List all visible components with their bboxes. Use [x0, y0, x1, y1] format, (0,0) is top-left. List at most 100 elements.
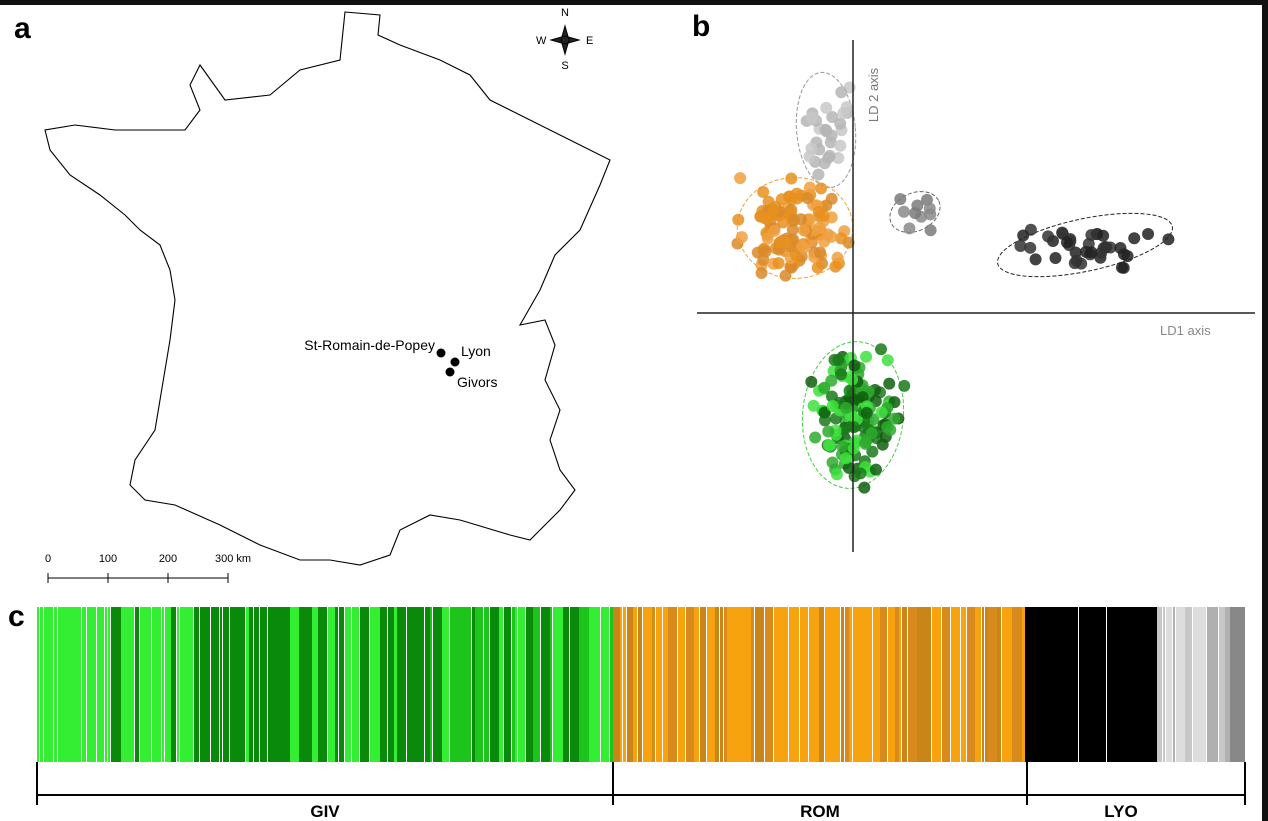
bar-gap — [151, 607, 152, 762]
frame-right — [1262, 0, 1268, 821]
bar-gap — [1106, 607, 1107, 762]
bar-gap — [1162, 607, 1163, 762]
membership-bar — [774, 607, 784, 762]
membership-bar — [627, 607, 633, 762]
bar-gap — [179, 607, 180, 762]
membership-bar — [82, 607, 87, 762]
scatter-dot — [1115, 261, 1128, 274]
membership-bar — [1040, 607, 1046, 762]
membership-bar — [352, 607, 360, 762]
scatter-dot — [812, 168, 825, 181]
scatter-dot — [755, 267, 768, 280]
membership-bar — [942, 607, 951, 762]
membership-bar — [1185, 607, 1193, 762]
membership-bar — [271, 607, 279, 762]
bar-gap — [981, 607, 982, 762]
scatter-dot — [884, 423, 897, 436]
scatter-dot — [734, 172, 747, 185]
scatter-dot — [838, 423, 851, 436]
membership-bar — [623, 607, 627, 762]
membership-bar — [283, 607, 290, 762]
scatter-dot — [865, 427, 878, 440]
bar-gap — [642, 607, 643, 762]
scatter-dot — [848, 359, 861, 372]
membership-bar — [490, 607, 499, 762]
membership-bar — [849, 607, 853, 762]
membership-bar — [541, 607, 550, 762]
bar-gap — [39, 607, 40, 762]
membership-bar — [1163, 607, 1166, 762]
scatter-dot — [818, 235, 831, 248]
membership-bar — [601, 607, 610, 762]
scatter-dot — [1070, 254, 1083, 267]
bar-gap — [424, 607, 425, 762]
membership-bar — [978, 607, 982, 762]
scatter-dot — [846, 373, 859, 386]
membership-bar — [499, 607, 504, 762]
bar-gap — [432, 607, 433, 762]
scatter-dot — [818, 406, 831, 419]
bar-gap — [600, 607, 601, 762]
membership-bar — [130, 607, 135, 762]
membership-bar — [430, 607, 433, 762]
scatter-dot — [840, 401, 853, 414]
compass-s: S — [561, 60, 568, 72]
scatter-dot — [826, 399, 839, 412]
scatter-dot — [767, 204, 780, 217]
membership-bar — [1230, 607, 1235, 762]
membership-bar — [97, 607, 105, 762]
scatter-dot — [779, 269, 792, 282]
scatter-dot — [826, 111, 839, 124]
membership-bar — [147, 607, 152, 762]
membership-bar — [1115, 607, 1118, 762]
membership-bar — [135, 607, 140, 762]
scatter-dot — [779, 236, 792, 249]
membership-bar — [700, 607, 707, 762]
bar-gap — [706, 607, 707, 762]
scatter-dot — [835, 86, 848, 99]
bar-gap — [677, 607, 678, 762]
bar-gap — [1206, 607, 1207, 762]
bar-gap — [107, 607, 108, 762]
scatter-dot — [866, 445, 879, 458]
bar-gap — [327, 607, 328, 762]
membership-bar — [249, 607, 254, 762]
scatter-dot — [832, 353, 845, 366]
membership-bar — [411, 607, 416, 762]
scatter-dot — [1162, 233, 1175, 246]
membership-bar — [917, 607, 926, 762]
membership-bar — [1072, 607, 1079, 762]
bar-gap — [338, 607, 339, 762]
membership-bar — [394, 607, 397, 762]
scatter-dot — [1097, 229, 1110, 242]
group-label: GIV — [310, 802, 340, 821]
cluster-ellipse — [997, 212, 1173, 278]
scatter-dot — [803, 181, 816, 194]
bar-gap — [609, 607, 610, 762]
membership-bar — [841, 607, 845, 762]
membership-bar — [1082, 607, 1092, 762]
bar-gap — [1192, 607, 1193, 762]
bar-gap — [622, 607, 623, 762]
scatter-dot — [836, 440, 849, 453]
compass-e: E — [586, 35, 593, 47]
scale-label: 0 — [45, 553, 51, 565]
membership-bar — [455, 607, 462, 762]
membership-bar — [800, 607, 809, 762]
scatter-dot — [811, 261, 824, 274]
scatter-dot — [842, 461, 855, 474]
membership-bar — [932, 607, 942, 762]
membership-bar — [1079, 607, 1082, 762]
bar-gap — [229, 607, 230, 762]
membership-bar — [324, 607, 328, 762]
scatter-dot — [856, 391, 869, 404]
membership-bar — [819, 607, 825, 762]
membership-bar — [533, 607, 541, 762]
membership-bar — [668, 607, 678, 762]
panel-label: b — [692, 10, 710, 43]
scatter-dot — [1049, 251, 1062, 264]
membership-bar — [975, 607, 978, 762]
cluster-ellipse — [889, 191, 941, 233]
bar-gap — [139, 607, 140, 762]
membership-bar — [961, 607, 967, 762]
